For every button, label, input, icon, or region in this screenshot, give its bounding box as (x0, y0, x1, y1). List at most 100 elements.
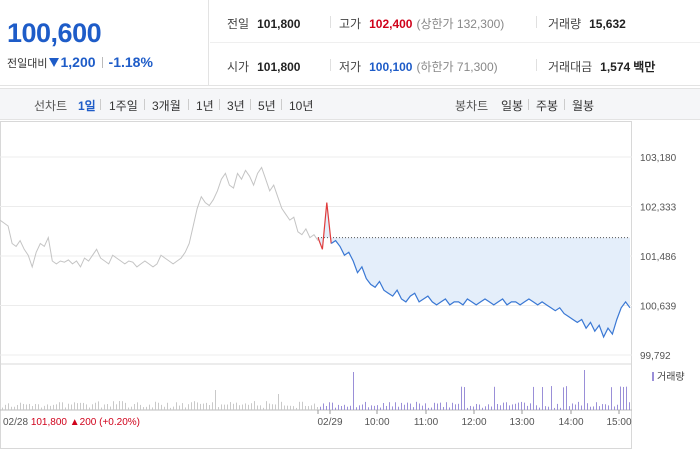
tab-weekly-candle[interactable]: 주봉 (536, 99, 559, 113)
volume-bar (389, 402, 390, 410)
volume-bar (134, 404, 135, 410)
tab-3years[interactable]: 3년 (227, 99, 245, 113)
volume-bar (347, 406, 348, 410)
volume-bar (302, 401, 303, 410)
volume-bar (518, 402, 519, 410)
volume-bar (617, 404, 618, 410)
volume-bar (365, 401, 366, 410)
volume-bar (251, 403, 252, 410)
volume-bar (512, 404, 513, 410)
change-amount: 1,200 (60, 54, 96, 70)
volume-bar (140, 404, 141, 410)
stat-label: 거래대금 (548, 60, 593, 74)
volume-bar (290, 405, 291, 410)
volume-bar (266, 401, 267, 410)
volume-bar (449, 407, 450, 410)
volume-bar (515, 403, 516, 410)
volume-bar (380, 407, 381, 410)
volume-bar (428, 407, 429, 410)
volume-bar (8, 403, 9, 410)
volume-bar (407, 402, 408, 410)
volume-legend-swatch (652, 372, 654, 381)
intraday-price-chart[interactable]: 103,180 102,333 101,486 100,639 99,792 거래량 02/… (0, 121, 700, 450)
volume-bar (98, 401, 99, 410)
volume-bar (587, 403, 588, 410)
volume-bar (155, 401, 156, 410)
volume-bar (242, 404, 243, 410)
volume-bar (170, 407, 171, 410)
volume-bar (491, 406, 492, 410)
divider (250, 99, 251, 110)
volume-bar (494, 386, 495, 410)
candle-chart-label: 봉차트 (455, 99, 489, 113)
x-tick-label: 13:00 (509, 417, 534, 428)
prev-day-rate: (+0.20%) (99, 417, 140, 428)
volume-bar (581, 405, 582, 410)
upper-limit: (상한가 132,300) (416, 17, 505, 31)
volume-bar (416, 401, 417, 410)
volume-bar (125, 402, 126, 410)
tab-1year[interactable]: 1년 (196, 99, 214, 113)
stat-label: 고가 (339, 17, 362, 31)
volume-bar (611, 387, 612, 410)
tab-1day[interactable]: 1일 (78, 99, 96, 113)
volume-bar (83, 402, 84, 410)
volume-bar (626, 386, 627, 410)
volume-bar (458, 403, 459, 410)
stats-row: 전일 101,800 고가 102,400 (상한가 132,300) 거래량 15,6… (210, 0, 700, 43)
volume-bar (482, 407, 483, 410)
volume-bar (107, 403, 108, 410)
tab-10years[interactable]: 10년 (289, 99, 314, 113)
volume-bar (527, 405, 528, 410)
volume-bar (488, 404, 489, 410)
volume-bar (89, 407, 90, 410)
volume-bar (503, 402, 504, 410)
volume-bar (368, 407, 369, 410)
volume-bar (59, 402, 60, 410)
volume-bar (104, 404, 105, 410)
volume-bar (38, 404, 39, 410)
volume-bar (164, 406, 165, 410)
volume-bar (272, 404, 273, 410)
chart-tab-bar: 선차트 1일 1주일 3개월 1년 3년 5년 10년 봉차트 일봉 주봉 월봉 (0, 88, 700, 120)
volume-bar (566, 386, 567, 410)
volume-bar (35, 403, 36, 410)
volume-bar (497, 404, 498, 410)
volume-bar (50, 405, 51, 410)
volume-bar (287, 405, 288, 410)
y-tick-label: 101,486 (640, 252, 677, 263)
volume-bar (179, 405, 180, 410)
volume-bar (11, 406, 12, 410)
volume-bar (395, 402, 396, 410)
volume-bar (578, 401, 579, 410)
volume-bar (182, 403, 183, 410)
today-up-segment (317, 202, 332, 250)
tab-daily-candle[interactable]: 일봉 (501, 99, 524, 113)
volume-bar (158, 402, 159, 410)
volume-bars (2, 370, 630, 410)
volume-bar (236, 402, 237, 410)
volume-bar (299, 401, 300, 410)
tab-5years[interactable]: 5년 (258, 99, 276, 113)
tab-monthly-candle[interactable]: 월봉 (572, 99, 595, 113)
volume-bar (443, 406, 444, 410)
volume-bar (47, 404, 48, 410)
stat-label: 시가 (227, 60, 250, 74)
volume-bar (113, 401, 114, 410)
x-tick-label: 10:00 (364, 417, 389, 428)
volume-bar (359, 405, 360, 410)
divider (281, 99, 282, 110)
stat-value: 100,100 (369, 60, 413, 74)
tab-1week[interactable]: 1주일 (109, 99, 138, 113)
stats-row: 시가 101,800 저가 100,100 (하한가 71,300) 거래대금 1,57… (210, 43, 700, 86)
volume-bar (596, 402, 597, 410)
volume-bar (308, 406, 309, 410)
volume-bar (371, 405, 372, 410)
volume-bar (71, 404, 72, 410)
volume-bar (239, 405, 240, 410)
volume-bar (191, 402, 192, 410)
volume-bar (17, 404, 18, 410)
tab-3months[interactable]: 3개월 (152, 99, 181, 113)
volume-bar (341, 406, 342, 410)
volume-bar (590, 406, 591, 410)
